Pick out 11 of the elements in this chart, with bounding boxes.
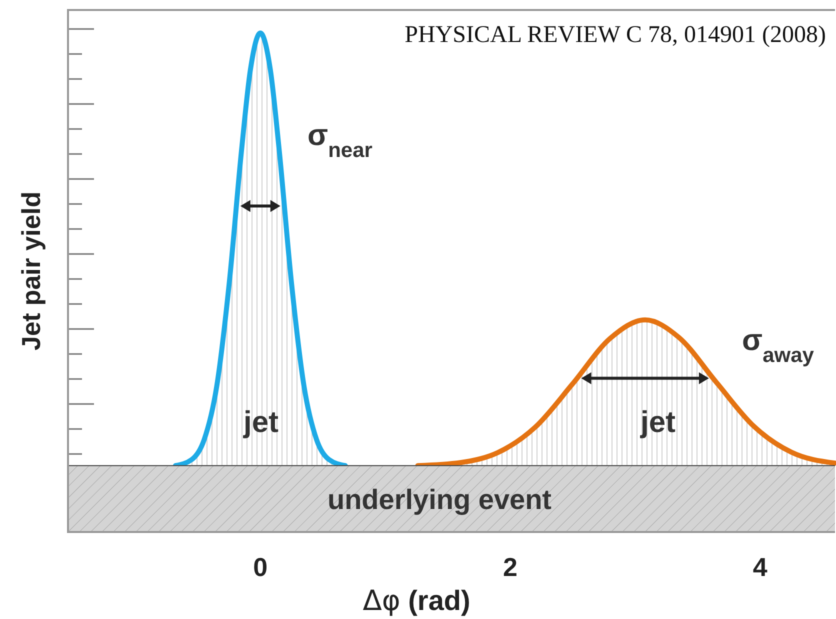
- x-axis-title: Δφ (rad): [362, 584, 470, 617]
- annotation: σ$_{away}$: [742, 324, 814, 366]
- y-axis-title: Jet pair yield: [16, 192, 46, 350]
- x-tick-label: 4: [752, 552, 768, 582]
- x-tick-label: 0: [253, 552, 268, 582]
- annotation: PHYSICAL REVIEW C 78, 014901 (2008): [404, 22, 826, 48]
- band-label: underlying event: [327, 484, 552, 516]
- annotation: jet: [639, 406, 676, 439]
- x-tick-label: 2: [502, 552, 518, 582]
- annotation: jet: [242, 406, 279, 439]
- annotation: σ$_{near}$: [308, 119, 372, 162]
